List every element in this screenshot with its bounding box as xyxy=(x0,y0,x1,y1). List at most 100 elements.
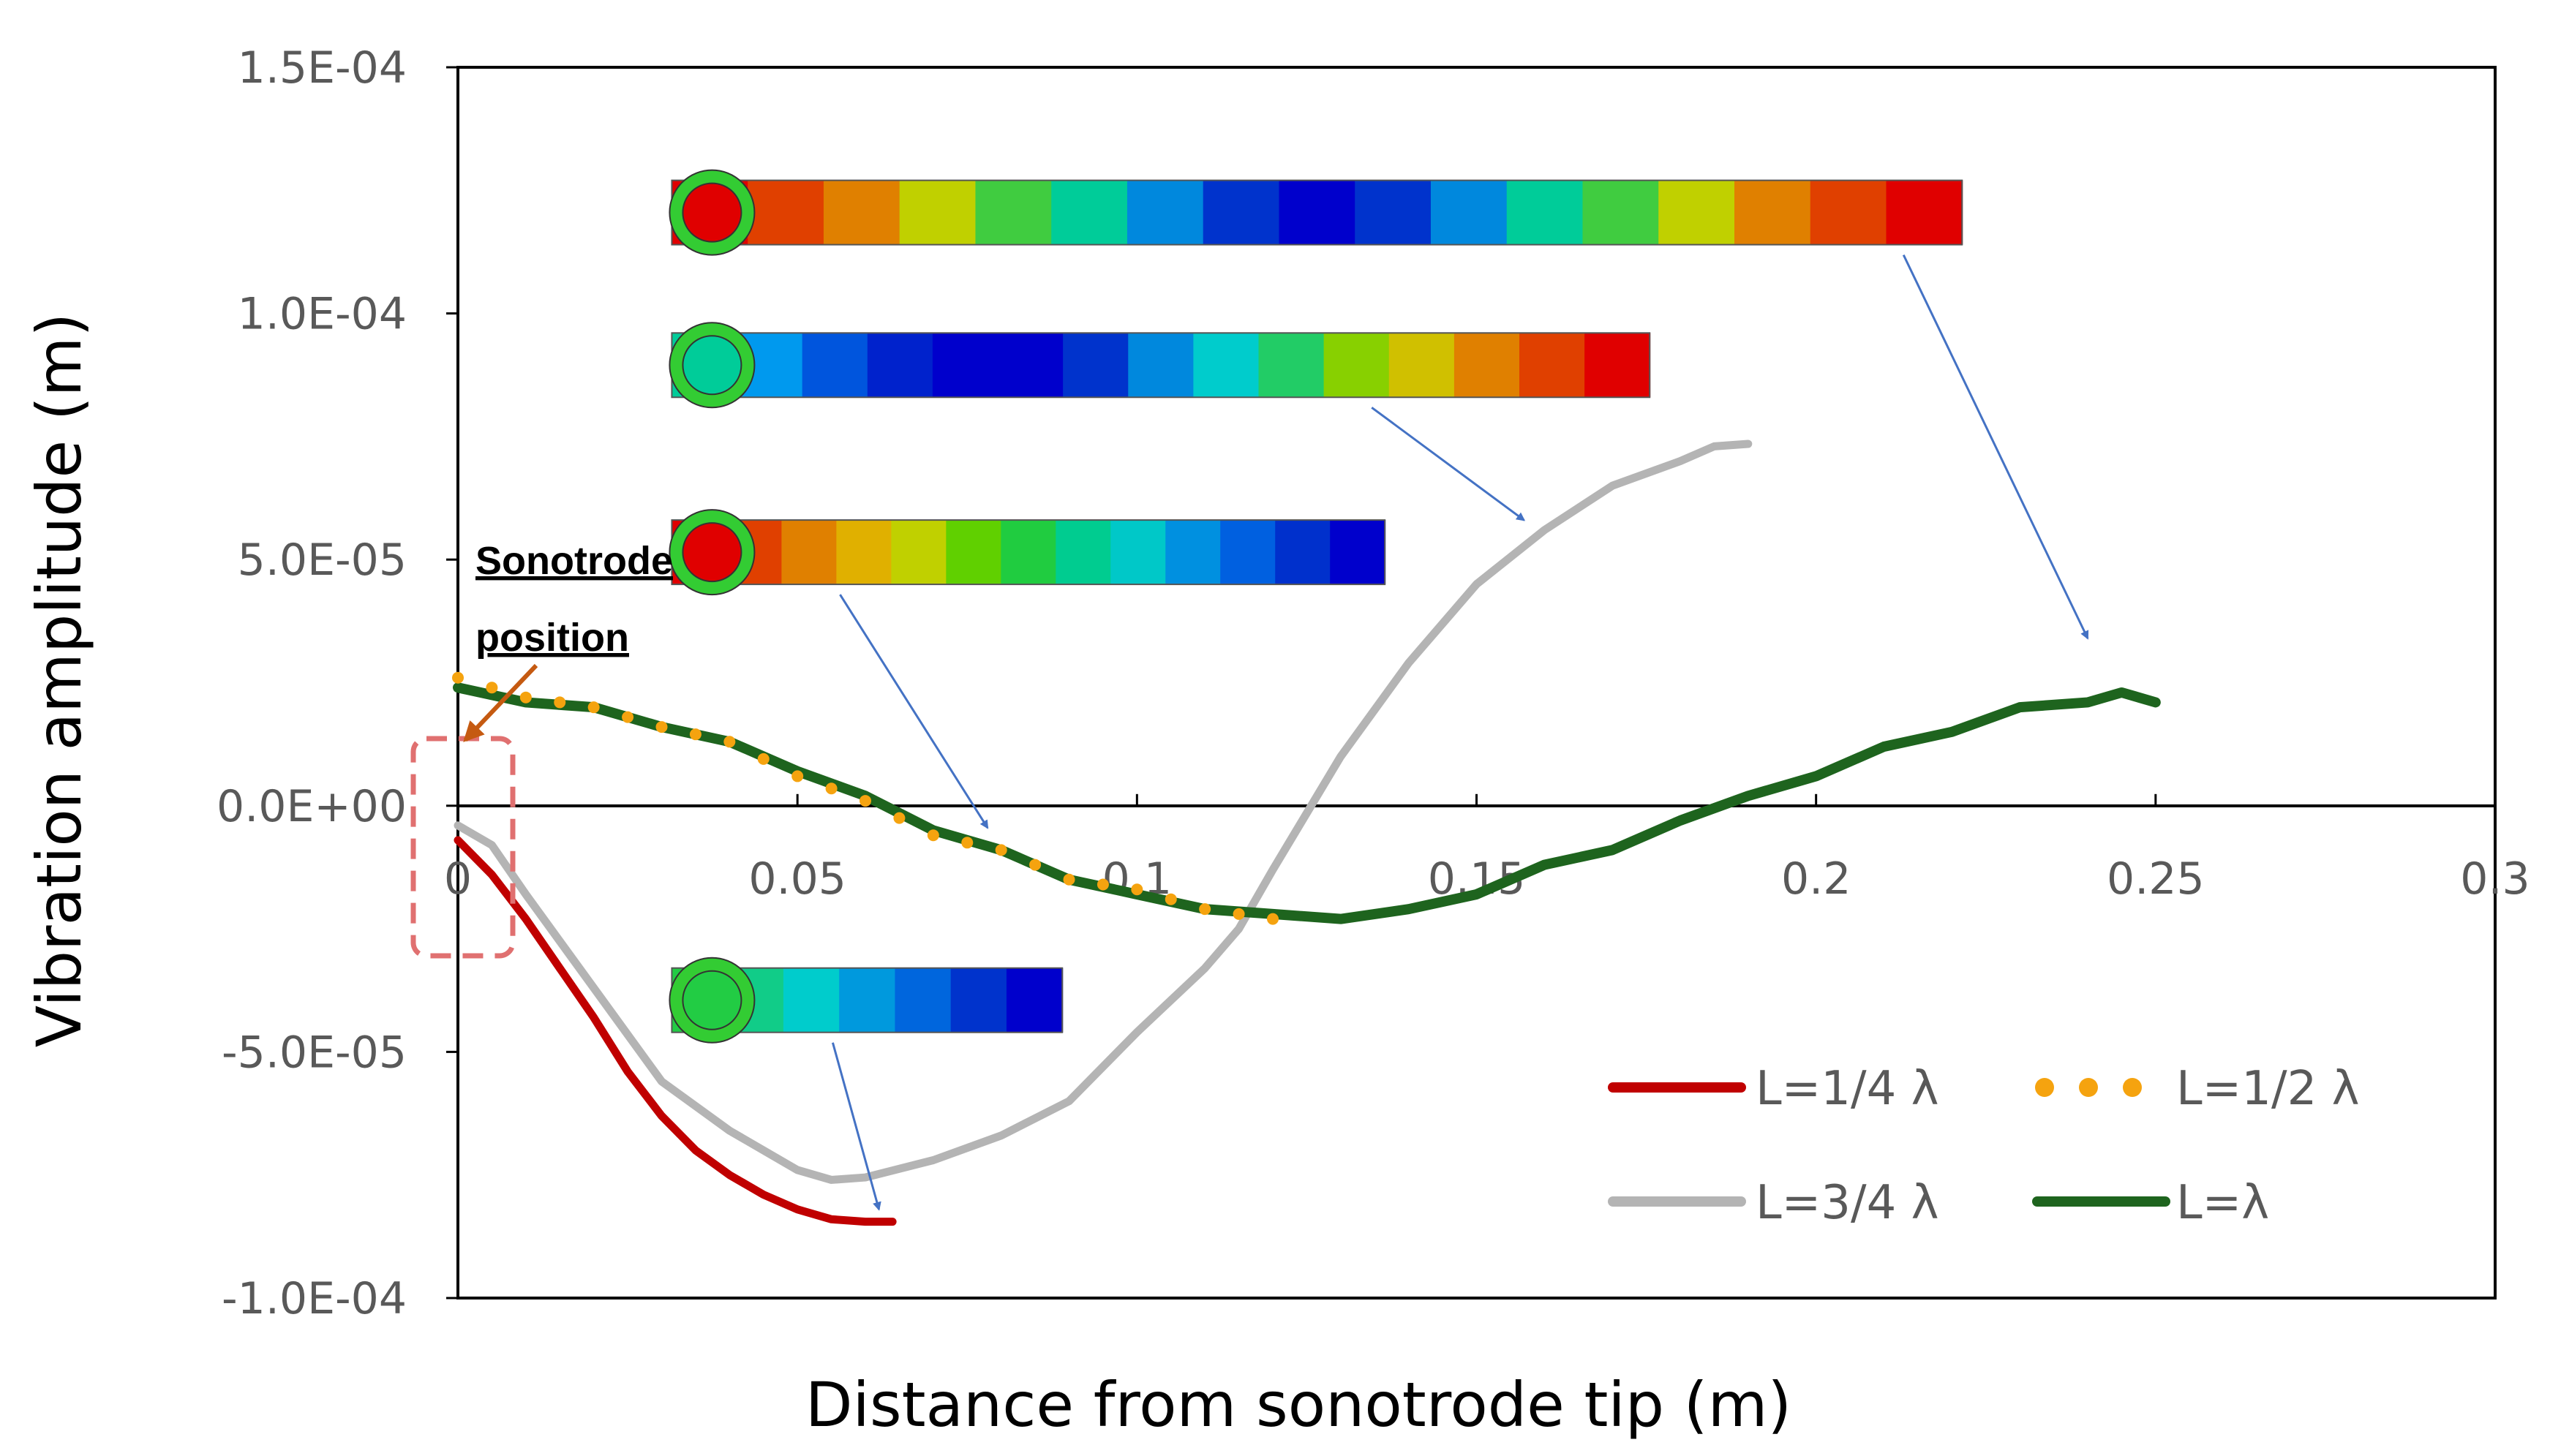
series-line-full xyxy=(453,682,2161,924)
inset-segment xyxy=(802,333,868,398)
inset-segment xyxy=(1063,333,1129,398)
series-point-half xyxy=(927,829,939,842)
series-point-half xyxy=(893,812,906,824)
inset-segment xyxy=(748,180,824,245)
inset-segment xyxy=(1203,180,1280,245)
inset-sonotrode-core xyxy=(682,335,742,396)
inset-segment xyxy=(1584,333,1651,398)
inset-segment xyxy=(1127,180,1204,245)
legend-label-half: L=1/2 λ xyxy=(2176,1062,2360,1116)
series-point-half xyxy=(622,711,634,723)
series-point-half xyxy=(1233,908,1245,920)
inset-segment xyxy=(975,180,1053,245)
sonotrode-position-marker xyxy=(410,736,516,959)
inset-segment xyxy=(1519,333,1586,398)
y-axis-ticks: -1.0E-04 -5.0E-05 0.0E+00 5.0E-05 1.0E-04 1.5… xyxy=(217,42,458,1324)
series-point-half xyxy=(655,721,668,733)
inset-arrow-half xyxy=(839,594,989,829)
x-tick-label: 0.2 xyxy=(1781,853,1851,905)
series-point-half xyxy=(689,728,702,741)
series-point-half xyxy=(1029,859,1042,871)
inset-segment xyxy=(1388,333,1455,398)
inset-segment xyxy=(1006,967,1064,1033)
series-point-half xyxy=(486,682,498,694)
inset-sonotrode-core xyxy=(682,182,742,243)
x-tick-label: 0.05 xyxy=(748,853,846,905)
inset-segment xyxy=(1110,520,1167,585)
series-point-half xyxy=(1063,873,1075,886)
series-point-half xyxy=(860,795,871,807)
inset-segment xyxy=(1582,180,1660,245)
inset-segment xyxy=(1734,180,1811,245)
y-tick-label: 1.5E-04 xyxy=(238,42,407,94)
inset-full xyxy=(669,169,1963,256)
sonotrode-arrow xyxy=(463,663,538,742)
series-point-half xyxy=(961,837,974,849)
annotation-position: position xyxy=(475,616,629,660)
inset-segment xyxy=(1453,333,1520,398)
y-tick-label: 0.0E+00 xyxy=(217,781,407,832)
inset-quarter xyxy=(669,957,1064,1044)
y-axis-title: Vibration amplitude (m) xyxy=(23,313,95,1047)
legend-label-full: L=λ xyxy=(2176,1176,2269,1230)
legend-label-quarter: L=1/4 λ xyxy=(1756,1062,1939,1116)
y-tick-label: -5.0E-05 xyxy=(222,1027,407,1078)
inset-segment xyxy=(1056,520,1112,585)
inset-half xyxy=(669,509,1386,596)
x-tick-label: 0.3 xyxy=(2460,853,2530,905)
series-point-half xyxy=(757,752,770,765)
inset-segment xyxy=(950,967,1007,1033)
series-group xyxy=(452,440,2161,1226)
inset-segment xyxy=(1810,180,1887,245)
inset-segment xyxy=(783,967,840,1033)
annotation-sonotrode: Sonotrode xyxy=(475,539,673,583)
inset-arrows xyxy=(831,254,2089,1211)
y-tick-label: 5.0E-05 xyxy=(238,535,407,586)
inset-arrow-full xyxy=(1902,254,2089,640)
legend-dot xyxy=(2123,1078,2142,1097)
inset-segment xyxy=(899,180,977,245)
legend-swatch-half xyxy=(2035,1078,2142,1097)
inset-arrow-quarter xyxy=(831,1042,881,1211)
series-point-half xyxy=(1267,913,1279,925)
inset-segment xyxy=(1430,180,1508,245)
series-point-half xyxy=(587,701,600,714)
inset-segment xyxy=(1193,333,1260,398)
series-point-half xyxy=(825,782,838,795)
legend-label-three-quarter: L=3/4 λ xyxy=(1756,1176,1939,1230)
series-point-half xyxy=(723,736,736,748)
inset-segment xyxy=(1051,180,1128,245)
inset-segment xyxy=(1128,333,1195,398)
inset-sonotrode-core xyxy=(682,522,742,583)
inset-segment xyxy=(891,520,947,585)
legend-dot xyxy=(2035,1078,2054,1097)
inset-segment xyxy=(836,520,892,585)
inset-segment xyxy=(1330,520,1386,585)
inset-segment xyxy=(781,520,838,585)
inset-segment xyxy=(1506,180,1584,245)
series-point-half xyxy=(1199,903,1211,916)
series-point-half xyxy=(1097,878,1109,891)
inset-segment xyxy=(1001,520,1057,585)
inset-segment xyxy=(998,333,1064,398)
inset-segment xyxy=(839,967,896,1033)
inset-segment xyxy=(1658,180,1735,245)
inset-segment xyxy=(1323,333,1390,398)
inset-segment xyxy=(1165,520,1222,585)
y-tick-label: -1.0E-04 xyxy=(222,1273,407,1324)
x-tick-label: 0.25 xyxy=(2107,853,2205,905)
legend: L=1/4 λ L=1/2 λ L=3/4 λ L=λ xyxy=(1608,1062,2360,1230)
series-point-half xyxy=(452,671,464,684)
legend-dot xyxy=(2079,1078,2098,1097)
plot-area xyxy=(456,66,2497,1300)
series-point-half xyxy=(554,696,566,709)
series-point-half xyxy=(995,844,1007,856)
inset-segment xyxy=(932,333,999,398)
series-line-quarter xyxy=(454,836,897,1226)
inset-segment xyxy=(895,967,952,1033)
inset-segment xyxy=(1886,180,1963,245)
inset-segment xyxy=(1275,520,1331,585)
inset-segment xyxy=(1279,180,1356,245)
inset-segment xyxy=(867,333,933,398)
